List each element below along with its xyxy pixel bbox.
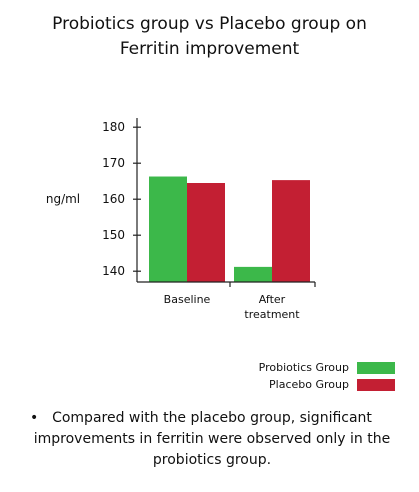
x-tick-label-1: After treatment [244,293,300,321]
y-tick-label-170: 170 [102,156,125,170]
chart-title: Probiotics group vs Placebo group on Fer… [52,14,367,59]
bar-placebo-1 [272,180,310,282]
bullet-icon: • [30,410,39,426]
conclusion-note: • Compared with the placebo group, signi… [26,408,398,471]
bar-placebo-0 [187,183,225,282]
legend-label-placebo: Placebo Group [269,378,349,391]
y-tick-label-150: 150 [102,228,125,242]
y-tick-label-140: 140 [102,264,125,278]
bar-chart: 140 150 160 170 180 Baseline After treatment ng/… [46,118,316,321]
legend-label-probiotics: Probiotics Group [258,361,349,374]
y-axis-label: ng/ml [46,192,80,206]
y-tick-label-180: 180 [102,120,125,134]
legend-item-placebo: Placebo Group [269,378,395,391]
bar-probiotics-0 [149,176,187,282]
legend-item-probiotics: Probiotics Group [259,361,395,374]
conclusion-text: Compared with the placebo group, signifi… [33,410,391,468]
x-tick-label-0: Baseline [164,293,211,306]
y-tick-label-160: 160 [102,192,125,206]
legend-swatch-probiotics [357,361,395,374]
legend-swatch-placebo [357,378,395,391]
bar-probiotics-1 [234,266,272,282]
